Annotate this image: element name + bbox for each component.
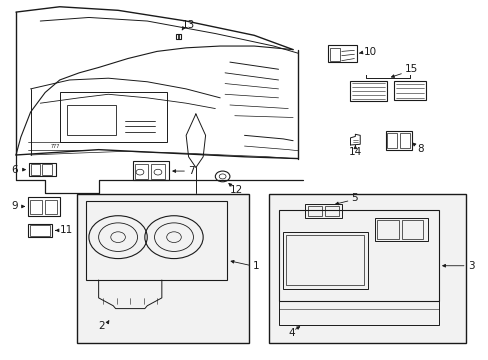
Bar [401,220,423,239]
Bar [176,34,181,39]
Bar [350,81,386,102]
Bar [67,105,116,135]
Text: 4: 4 [287,328,294,338]
Bar [329,48,339,61]
Bar [30,200,42,214]
Bar [283,232,368,289]
Bar [374,217,427,241]
Text: 10: 10 [363,47,376,57]
Bar [28,197,60,216]
Bar [307,206,322,216]
Text: 8: 8 [416,144,423,154]
Bar [278,210,438,301]
Text: 13: 13 [182,19,195,30]
Bar [324,206,339,216]
Text: 15: 15 [404,64,417,74]
Bar [268,194,465,342]
Text: 5: 5 [351,193,357,203]
Bar [42,164,52,175]
Bar [399,133,409,148]
Bar [278,301,438,325]
Text: 11: 11 [60,225,73,235]
Text: 9: 9 [11,202,18,211]
Text: 2: 2 [99,321,105,332]
Bar [285,235,363,285]
Bar [386,133,396,148]
Bar [393,81,425,100]
Text: 3: 3 [467,261,474,271]
Bar [77,194,249,342]
Bar [30,164,40,175]
Text: 777: 777 [50,144,60,149]
Bar [86,202,227,280]
Bar [132,161,169,180]
Bar [60,93,166,143]
Bar [327,45,357,62]
Text: 1: 1 [253,261,259,271]
Bar [30,225,50,236]
Bar [376,220,398,239]
Text: 6: 6 [11,165,18,175]
Bar [29,163,56,176]
Text: 14: 14 [348,147,361,157]
Bar [385,131,411,150]
Bar [28,224,52,237]
Bar [45,200,57,214]
Bar [151,164,164,179]
Text: 12: 12 [229,185,243,195]
Bar [134,164,148,179]
Text: 7: 7 [188,166,195,176]
Bar [305,204,341,217]
